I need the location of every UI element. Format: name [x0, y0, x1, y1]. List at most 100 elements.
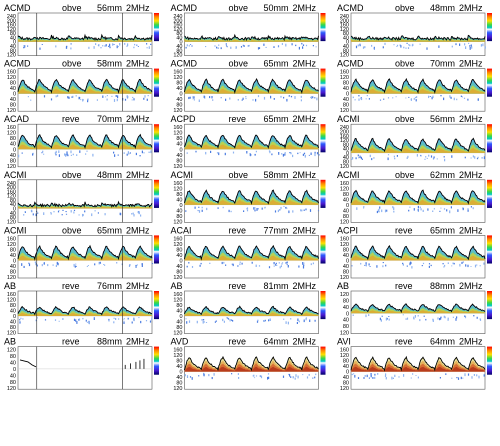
reverse-flow-pixel: [483, 156, 485, 160]
reverse-flow-pixel: [415, 99, 417, 102]
reverse-flow-pixel: [135, 264, 137, 268]
y-tick-label: 80: [10, 136, 16, 142]
reverse-flow-pixel: [224, 152, 226, 156]
reverse-flow-pixel: [303, 264, 305, 267]
reverse-flow-pixel: [355, 45, 358, 49]
y-tick-label: 80: [10, 198, 16, 204]
y-tick-label: 200: [7, 18, 16, 24]
reverse-flow-pixel: [246, 207, 249, 210]
reverse-flow-pixel: [95, 43, 97, 45]
reverse-flow-pixel: [292, 210, 294, 213]
reverse-flow-pixel: [297, 318, 299, 322]
velocity-colorbar: [154, 346, 159, 375]
reverse-flow-pixel: [65, 153, 67, 156]
reverse-flow-pixel: [220, 97, 222, 99]
depth-label: 64mm: [264, 337, 289, 347]
reverse-flow-pixel: [273, 262, 275, 265]
reverse-flow-pixel: [254, 207, 256, 209]
reverse-flow-pixel: [387, 157, 389, 161]
spectral-band: [351, 255, 485, 261]
reverse-flow-pixel: [24, 45, 26, 48]
reverse-flow-pixel: [357, 154, 359, 157]
reverse-flow-pixel: [267, 376, 269, 380]
reverse-flow-pixel: [394, 157, 396, 160]
y-tick-label: 80: [343, 247, 349, 253]
reverse-flow-pixel: [273, 98, 275, 100]
reverse-flow-pixel: [193, 96, 195, 99]
insonation-label: obve: [395, 114, 415, 124]
reverse-flow-pixel: [41, 264, 43, 267]
reverse-flow-pixel: [188, 45, 190, 47]
y-tick-label: 120: [340, 27, 349, 33]
reverse-flow-pixel: [314, 97, 316, 99]
reverse-flow-pixel: [47, 264, 49, 267]
reverse-flow-pixel: [209, 262, 211, 264]
reverse-flow-pixel: [280, 206, 282, 210]
reverse-flow-pixel: [200, 262, 202, 265]
reverse-flow-pixel: [309, 209, 312, 212]
envelope-trace: [17, 200, 153, 208]
reverse-flow-pixel: [288, 95, 291, 97]
reverse-flow-pixel: [203, 319, 205, 321]
reverse-flow-pixel: [205, 322, 208, 323]
reverse-flow-pixel: [188, 262, 190, 264]
reverse-flow-pixel: [285, 207, 287, 209]
y-tick-label: 40: [343, 147, 349, 153]
spectral-band: [18, 255, 152, 261]
reverse-flow-pixel: [113, 99, 116, 102]
y-tick-label: 80: [343, 160, 349, 166]
y-tick-label: 40: [176, 264, 182, 270]
depth-label: 48mm: [430, 3, 455, 13]
reverse-flow-pixel: [68, 96, 70, 99]
reverse-flow-pixel: [462, 377, 464, 379]
reverse-flow-pixel: [407, 47, 410, 49]
reverse-flow-pixel: [80, 99, 82, 101]
y-tick-label: 120: [173, 331, 182, 337]
reverse-flow-pixel: [410, 262, 412, 264]
y-tick-label: 120: [173, 75, 182, 81]
reverse-flow-pixel: [215, 320, 217, 322]
y-tick-label: 0: [179, 370, 182, 376]
depth-label: 56mm: [97, 3, 122, 13]
spectral-band: [351, 308, 485, 314]
reverse-flow-pixel: [23, 46, 25, 49]
reverse-flow-pixel: [447, 318, 449, 321]
spectral-band: [184, 199, 319, 205]
reverse-flow-pixel: [297, 375, 299, 379]
reverse-flow-pixel: [464, 373, 466, 377]
reverse-flow-pixel: [281, 262, 284, 264]
y-tick-label: 160: [173, 348, 182, 354]
reverse-flow-pixel: [186, 321, 188, 324]
reverse-flow-pixel: [385, 264, 387, 267]
y-tick-label: 80: [176, 269, 182, 275]
vessel-label: AB: [171, 281, 183, 291]
reverse-flow-pixel: [242, 44, 244, 46]
reverse-flow-pixel: [265, 46, 267, 48]
reverse-flow-pixel: [24, 211, 26, 213]
y-tick-label: 160: [173, 236, 182, 242]
reverse-flow-pixel: [231, 263, 233, 265]
y-tick-label: 120: [340, 108, 349, 114]
reverse-flow-pixel: [57, 94, 59, 97]
reverse-flow-pixel: [189, 44, 192, 45]
y-tick-label: 200: [340, 129, 349, 135]
velocity-colorbar: [320, 346, 326, 375]
envelope-trace: [184, 77, 319, 95]
reverse-flow-pixel: [444, 158, 446, 162]
y-tick-label: 120: [340, 186, 349, 192]
reverse-flow-pixel: [105, 44, 107, 47]
reverse-flow-pixel: [258, 265, 261, 267]
depth-label: 58mm: [97, 59, 122, 69]
reverse-flow-pixel: [303, 319, 305, 323]
insonation-label: obve: [395, 59, 415, 69]
reverse-flow-pixel: [273, 265, 275, 267]
reverse-flow-pixel: [50, 98, 53, 101]
frequency-label: 2MHz: [293, 225, 317, 235]
reverse-flow-pixel: [287, 265, 289, 268]
spectral-band: [18, 312, 152, 317]
reverse-flow-pixel: [303, 152, 306, 155]
reverse-flow-pixel: [301, 209, 303, 212]
reverse-flow-pixel: [365, 98, 367, 100]
reverse-flow-pixel: [209, 96, 211, 99]
